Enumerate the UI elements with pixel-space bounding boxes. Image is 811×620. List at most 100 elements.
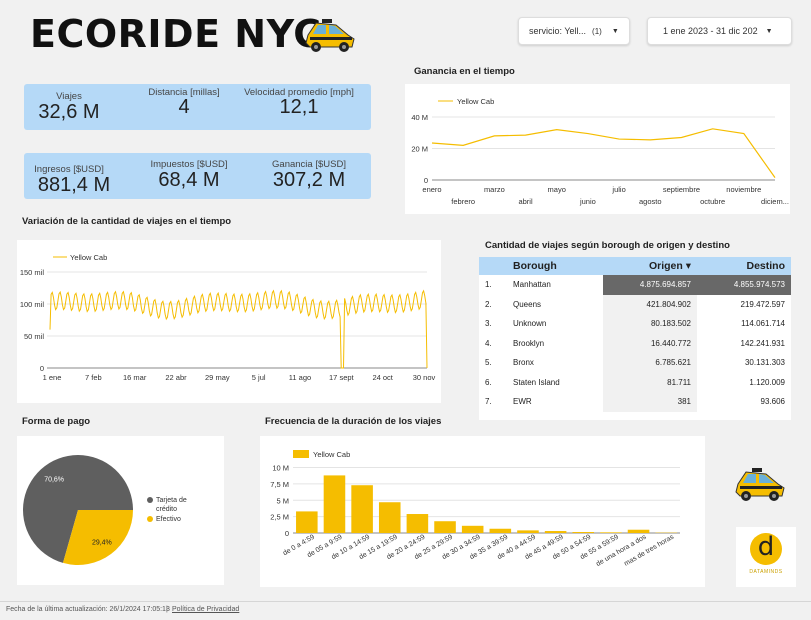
viajes-chart-title: Variación de la cantidad de viajes en el… [22,216,232,227]
origen-value: 16.440.772 [603,333,697,353]
bar [627,529,650,533]
pie-slice [22,455,133,563]
origen-value: 81.711 [603,372,697,392]
kpi-label-impuestos: Impuestos [$USD] [150,159,228,170]
row-index: 6. [485,377,492,387]
table-row[interactable]: 5. Bronx 6.785.621 30.131.303 [479,353,791,373]
legend-label: Tarjeta de [156,497,187,504]
pago-pie-chart[interactable]: 70,6% 29,4% Tarjeta de crédito Efectivo [17,436,224,585]
footer-separator: | [166,606,168,613]
y-tick-label: 5 M [276,496,289,505]
legend-swatch [293,450,309,458]
y-tick-label: 10 M [272,464,289,473]
column-header-borough[interactable]: Borough [513,257,603,275]
origen-value: 4.875.694.857 [603,275,697,295]
table-row[interactable]: 2. Queens 421.804.902 219.472.597 [479,294,791,314]
origen-value: 6.785.621 [603,353,697,373]
chevron-down-icon: ▼ [765,27,773,35]
x-tick-label: de una hora a dos [595,533,648,568]
borough-name: Staten Island [513,377,560,387]
table-row[interactable]: 1. Manhattan 4.875.694.857 4.855.974.573 [479,275,791,295]
destino-value: 93.606 [760,397,785,407]
borough-table-title: Cantidad de viajes según borough de orig… [485,240,730,251]
row-index: 2. [485,299,492,309]
x-tick-label: 30 nov [413,373,436,382]
x-tick-label: diciem... [761,197,789,206]
dataminds-logo: d DATAMINDS [736,527,796,587]
viajes-line-chart[interactable]: Yellow Cab 0 50 mil 100 mil 150 mil 1 ene 7 fe… [17,240,441,403]
borough-name: Brooklyn [513,338,545,348]
origen-value: 381 [603,392,697,412]
x-tick-label: 24 oct [372,373,393,382]
x-tick-label: 5 jul [252,373,266,382]
duracion-chart-title: Frecuencia de la duración de los viajes [265,416,442,427]
legend-label: Yellow Cab [70,253,107,262]
row-index: 1. [485,280,492,290]
legend-label: Yellow Cab [457,97,494,106]
column-header-destino[interactable]: Destino [697,257,791,275]
x-tick-label: 16 mar [123,373,147,382]
kpi-panel-trips: Viajes 32,6 M Distancia [millas] 4 Veloc… [24,84,371,130]
logo-brand-text: DATAMINDS [749,569,783,575]
service-filter-count: (1) [592,26,602,36]
logo-letter: d [757,532,775,562]
table-header-row: Borough Origen ▾ Destino [479,257,791,275]
ganancia-line-chart[interactable]: Yellow Cab 0 20 M 40 M enero febrero marzo abri… [405,84,790,214]
bar [489,528,512,533]
destino-value: 219.472.597 [740,299,786,309]
bar [323,475,346,533]
y-tick-label: 40 M [411,113,428,122]
bar [572,532,595,533]
x-tick-label: abril [518,197,533,206]
date-range-picker[interactable]: 1 ene 2023 - 31 dic 202 ▼ [647,17,792,45]
service-filter-dropdown[interactable]: servicio: Yell... (1) ▼ [518,17,630,45]
bar [351,485,373,533]
x-tick-label: septiembre [663,185,700,194]
slice-label: 70,6% [44,476,64,483]
row-index: 7. [485,397,492,407]
destino-value: 1.120.009 [749,377,785,387]
table-row[interactable]: 6. Staten Island 81.711 1.120.009 [479,372,791,392]
chevron-down-icon: ▼ [611,27,619,35]
origen-value: 421.804.902 [603,294,697,314]
borough-name: EWR [513,397,532,407]
y-tick-label: 100 mil [20,300,45,309]
borough-name: Bronx [513,358,534,368]
y-tick-label: 0 [285,529,289,538]
pie-slice [62,510,134,565]
kpi-label-ingresos: Ingresos [$USD] [34,164,104,175]
x-tick-label: 1 ene [43,373,62,382]
privacy-policy-link[interactable]: Política de Privacidad [172,606,240,613]
y-tick-label: 0 [40,364,44,373]
y-tick-label: 2,5 M [270,513,289,522]
origen-value: 80.183.502 [603,314,697,334]
logo-circle: d [750,533,782,565]
bar [461,525,484,533]
table-row[interactable]: 4. Brooklyn 16.440.772 142.241.931 [479,333,791,353]
bar [544,531,567,533]
column-header-origen[interactable]: Origen ▾ [603,257,697,275]
y-tick-label: 0 [424,176,428,185]
destino-value: 30.131.303 [744,358,785,368]
kpi-label-velocidad: Velocidad promedio [mph] [244,87,354,98]
y-tick-label: 50 mil [24,332,44,341]
table-row[interactable]: 3. Unknown 80.183.502 114.061.714 [479,314,791,334]
y-tick-label: 20 M [411,145,428,154]
kpi-value-impuestos: 68,4 M [158,169,220,191]
borough-table: Borough Origen ▾ Destino 1. Manhattan 4.87… [479,257,791,412]
table-row[interactable]: 7. EWR 381 93.606 [479,392,791,412]
kpi-label-distancia: Distancia [millas] [148,87,220,98]
ganancia-chart-card: Yellow Cab 0 20 M 40 M enero febrero marzo abri… [405,84,790,214]
x-tick-label: enero [422,185,441,194]
x-tick-label: 7 feb [85,373,102,382]
taxi-icon [735,468,785,501]
kpi-value-ingresos: 881,4 M [37,174,111,196]
borough-name: Queens [513,299,542,309]
taxi-icon [305,19,355,52]
footer: Fecha de la última actualización: 26/1/2… [0,601,811,620]
service-filter-label: servicio: Yell... [529,26,587,36]
x-tick-label: 29 may [205,373,230,382]
bar [600,532,622,533]
